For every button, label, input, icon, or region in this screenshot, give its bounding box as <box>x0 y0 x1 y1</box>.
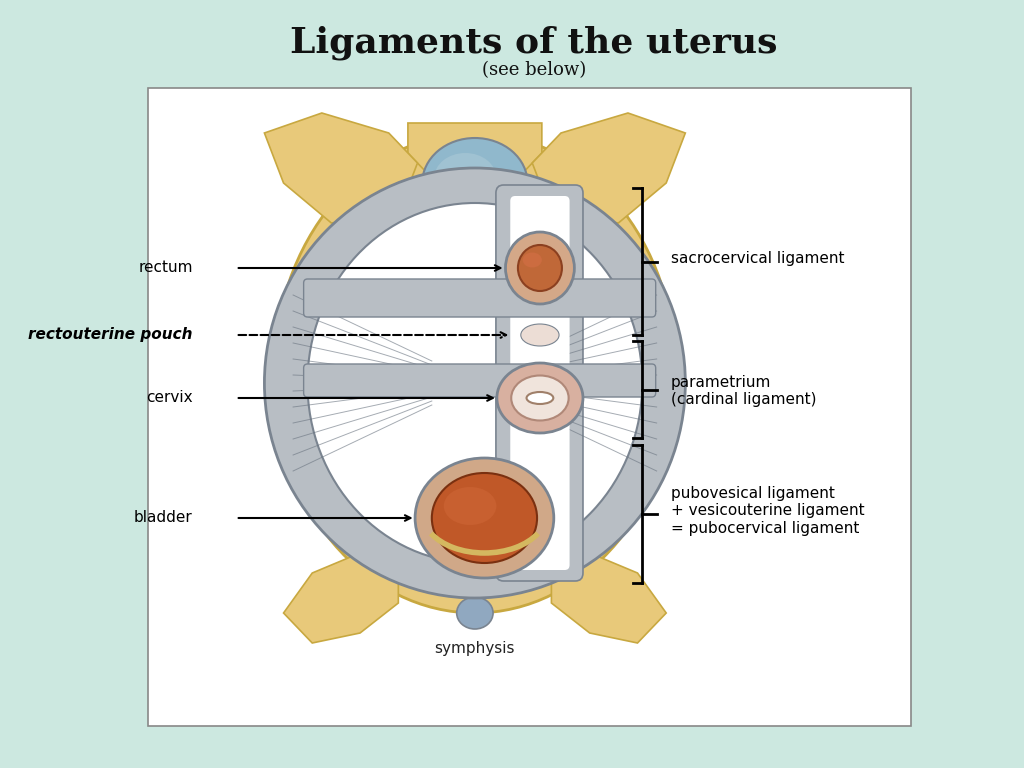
Polygon shape <box>264 113 418 223</box>
Ellipse shape <box>506 232 574 304</box>
Ellipse shape <box>518 245 562 291</box>
Polygon shape <box>408 123 542 173</box>
Ellipse shape <box>432 473 537 563</box>
Ellipse shape <box>264 168 685 598</box>
Ellipse shape <box>511 376 568 421</box>
Ellipse shape <box>497 363 583 433</box>
Text: symphysis: symphysis <box>434 641 515 656</box>
Ellipse shape <box>434 153 497 203</box>
FancyBboxPatch shape <box>510 196 569 570</box>
Text: cervix: cervix <box>146 390 193 406</box>
Text: parametrium
(cardinal ligament): parametrium (cardinal ligament) <box>671 375 816 407</box>
Ellipse shape <box>307 203 642 563</box>
Text: Ligaments of the uterus: Ligaments of the uterus <box>291 26 778 60</box>
Ellipse shape <box>415 458 554 578</box>
Text: bladder: bladder <box>134 511 193 525</box>
FancyBboxPatch shape <box>304 364 655 397</box>
Polygon shape <box>284 553 398 643</box>
Text: sacrocervical ligament: sacrocervical ligament <box>671 250 845 266</box>
Ellipse shape <box>522 253 542 267</box>
Text: sacrum: sacrum <box>446 176 503 190</box>
Polygon shape <box>551 553 667 643</box>
Ellipse shape <box>443 487 497 525</box>
Text: rectouterine pouch: rectouterine pouch <box>28 327 193 343</box>
Ellipse shape <box>422 138 527 228</box>
FancyBboxPatch shape <box>496 185 583 581</box>
Bar <box>147 88 911 726</box>
Text: pubovesical ligament
+ vesicouterine ligament
= pubocervical ligament: pubovesical ligament + vesicouterine lig… <box>671 486 864 536</box>
Ellipse shape <box>526 392 553 404</box>
Ellipse shape <box>457 597 493 629</box>
Text: rectum: rectum <box>138 260 193 276</box>
Ellipse shape <box>317 183 633 573</box>
Ellipse shape <box>521 324 559 346</box>
Polygon shape <box>532 113 685 223</box>
Ellipse shape <box>274 133 676 613</box>
FancyBboxPatch shape <box>304 279 655 317</box>
Text: (see below): (see below) <box>482 61 587 79</box>
